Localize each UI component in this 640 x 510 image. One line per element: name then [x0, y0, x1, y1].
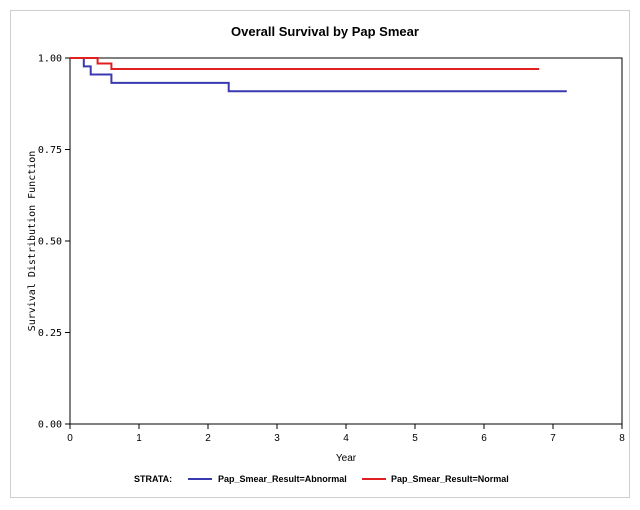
x-axis-label: Year [336, 453, 357, 464]
x-tick-label: 6 [481, 433, 487, 444]
x-tick-label: 1 [136, 433, 142, 444]
legend-label-abnormal: Pap_Smear_Result=Abnormal [218, 474, 347, 484]
x-axis: 0 1 2 3 4 5 6 7 8 [67, 424, 625, 444]
y-tick-label: 0.25 [38, 328, 62, 339]
survival-curve-normal [70, 57, 540, 70]
y-axis: 0.00 0.25 0.50 0.75 1.00 [38, 54, 70, 431]
y-tick-label: 0.75 [38, 145, 62, 156]
plot-area [69, 57, 623, 425]
x-tick-label: 8 [619, 433, 625, 444]
y-tick-label: 0.50 [38, 237, 62, 248]
legend-label-normal: Pap_Smear_Result=Normal [391, 474, 509, 484]
x-tick-label: 5 [412, 433, 418, 444]
x-tick-label: 7 [550, 433, 556, 444]
legend: STRATA: Pap_Smear_Result=Abnormal Pap_Sm… [134, 474, 509, 484]
chart-title: Overall Survival by Pap Smear [231, 24, 419, 39]
x-tick-label: 2 [205, 433, 211, 444]
y-axis-label: Survival Distribution Function [27, 151, 38, 332]
x-tick-label: 3 [274, 433, 280, 444]
y-tick-label: 0.00 [38, 420, 62, 431]
series-layer [70, 57, 567, 93]
survival-curve-abnormal [70, 57, 567, 93]
y-tick-label: 1.00 [38, 54, 62, 65]
x-tick-label: 4 [343, 433, 349, 444]
x-tick-label: 0 [67, 433, 73, 444]
legend-title: STRATA: [134, 474, 172, 484]
